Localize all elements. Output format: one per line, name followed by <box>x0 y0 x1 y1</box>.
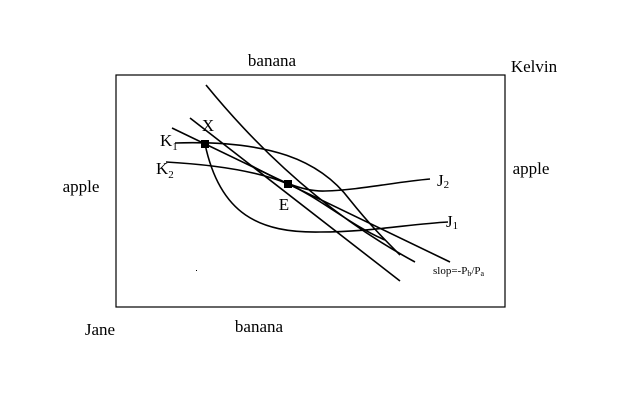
point-marker <box>284 180 292 188</box>
left-axis-label: apple <box>63 177 100 196</box>
label-sub: b <box>467 269 471 278</box>
edgeworth-box <box>115 74 506 308</box>
point-marker <box>201 140 209 148</box>
right-axis-label: apple <box>513 159 550 178</box>
bottom-axis-label: banana <box>235 317 284 336</box>
steep-curve <box>205 84 416 263</box>
price-line-label: slop=-Pb/Pa <box>433 265 485 278</box>
curve-label-base: K <box>156 159 169 178</box>
curve-label-sub: 1 <box>453 220 459 232</box>
curve-label-base: K <box>160 131 173 150</box>
indifference-curve-k1 <box>174 141 401 256</box>
steep-line <box>189 117 401 282</box>
curve-label: K1 <box>160 131 178 153</box>
indifference-curve-j1 <box>204 143 449 233</box>
point-label: E <box>279 195 289 214</box>
curve-label-base: J <box>437 171 444 190</box>
curve-label-sub: 2 <box>444 179 450 191</box>
point-label: X <box>202 116 214 135</box>
curve-label-sub: 2 <box>168 169 174 181</box>
curve-label-base: J <box>446 212 453 231</box>
indifference-curve-j2 <box>249 164 431 192</box>
dot <box>196 270 197 271</box>
label-part: slop=-P <box>433 265 467 277</box>
top-axis-label: banana <box>248 51 297 70</box>
owner-label: Kelvin <box>511 57 558 76</box>
curve-label-sub: 1 <box>172 141 178 153</box>
curve-label: J1 <box>446 212 458 232</box>
label-part: /P <box>471 265 480 277</box>
curve-label: J2 <box>437 171 449 191</box>
owner-label: Jane <box>85 320 115 339</box>
curve-label: K2 <box>156 159 174 181</box>
price-line <box>171 127 451 263</box>
label-sub: a <box>481 269 485 278</box>
